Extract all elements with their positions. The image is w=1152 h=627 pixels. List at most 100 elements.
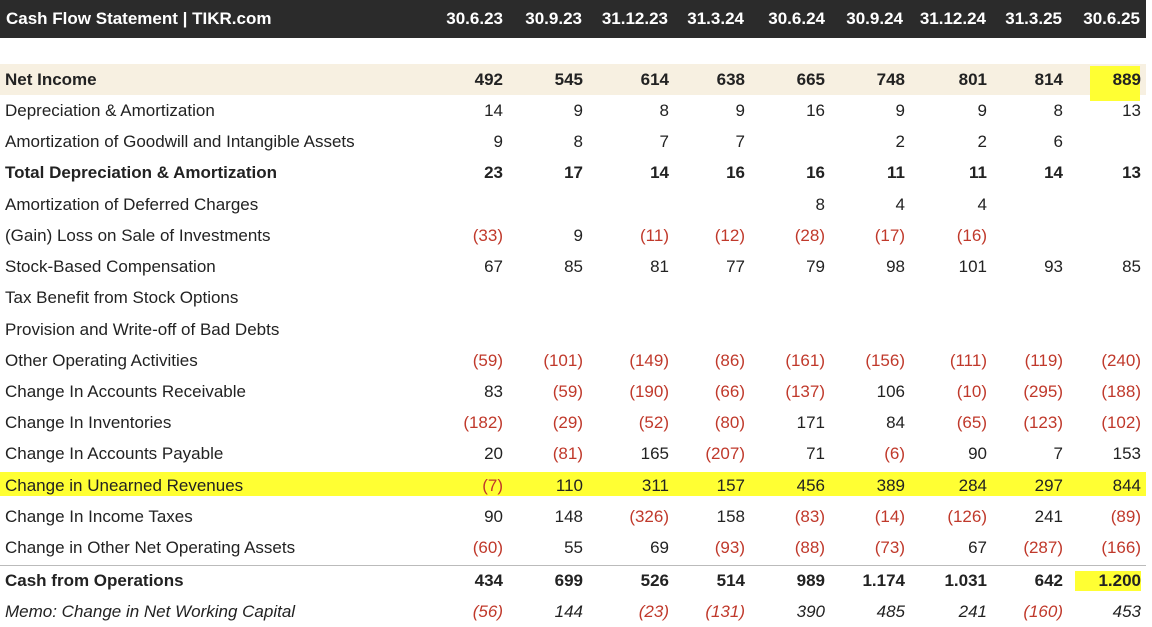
total-divider xyxy=(0,565,1146,566)
value-cell: (65) xyxy=(956,413,987,432)
value-cell: (11) xyxy=(640,226,669,245)
table-row: Memo: Change in Net Working Capital (56) 1… xyxy=(0,596,1146,627)
table-row: Total Depreciation & Amortization 23 17 14 1… xyxy=(0,157,1146,188)
value-cell: (287) xyxy=(1023,538,1063,557)
value-cell: (7) xyxy=(482,476,503,495)
value-cell: 7 xyxy=(1053,444,1063,463)
value-cell: (149) xyxy=(629,351,669,370)
value-cell: 1.031 xyxy=(944,571,987,590)
value-cell: 79 xyxy=(806,257,825,276)
value-cell: 889 xyxy=(1112,70,1141,89)
table-row: Change in Other Net Operating Assets (60)… xyxy=(0,532,1146,563)
value-cell: 311 xyxy=(641,476,669,495)
table-row: Cash from Operations 434 699 526 514 989 1.174… xyxy=(0,565,1146,596)
value-cell: (89) xyxy=(1110,507,1141,526)
value-cell: 14 xyxy=(484,101,503,120)
row-label: Stock-Based Compensation xyxy=(5,257,216,276)
value-cell: 93 xyxy=(1044,257,1063,276)
value-cell: (86) xyxy=(714,351,745,370)
period-header: 31.12.23 xyxy=(601,9,668,28)
value-cell: 514 xyxy=(716,571,745,590)
row-label: (Gain) Loss on Sale of Investments xyxy=(5,226,271,245)
value-cell: (80) xyxy=(714,413,745,432)
period-header: 30.6.23 xyxy=(446,9,503,28)
table-row: Stock-Based Compensation 67 85 81 77 79 98 101 9… xyxy=(0,251,1146,282)
value-cell: (188) xyxy=(1101,382,1141,401)
value-cell: 614 xyxy=(640,70,669,89)
value-cell: 90 xyxy=(968,444,987,463)
table-row: Amortization of Deferred Charges 8 4 4 xyxy=(0,189,1146,220)
value-cell: 16 xyxy=(806,101,825,120)
value-cell: 638 xyxy=(716,70,745,89)
value-cell: 11 xyxy=(969,163,987,182)
value-cell: 748 xyxy=(876,70,905,89)
value-cell: 14 xyxy=(650,163,669,182)
value-cell: 98 xyxy=(886,257,905,276)
table-row: Depreciation & Amortization 14 9 8 9 16 9 9 8 13 xyxy=(0,95,1146,126)
value-cell: 83 xyxy=(484,382,503,401)
table-row: Change In Accounts Payable 20 (81) 165 (207)… xyxy=(0,438,1146,469)
value-cell: 241 xyxy=(958,602,987,621)
value-cell: 153 xyxy=(1112,444,1141,463)
value-cell: (93) xyxy=(714,538,745,557)
value-cell: 2 xyxy=(977,132,987,151)
value-cell: 6 xyxy=(1053,132,1063,151)
value-cell: 389 xyxy=(876,476,905,495)
period-header: 31.3.24 xyxy=(687,9,744,28)
value-cell: 9 xyxy=(977,101,987,120)
row-label: Depreciation & Amortization xyxy=(5,101,215,120)
value-cell: 9 xyxy=(573,101,583,120)
value-cell: 157 xyxy=(716,476,745,495)
row-label: Change In Accounts Receivable xyxy=(5,382,246,401)
value-cell: (14) xyxy=(874,507,905,526)
value-cell: 453 xyxy=(1112,602,1141,621)
value-cell: 8 xyxy=(573,132,583,151)
value-cell: 9 xyxy=(895,101,905,120)
value-cell: 11 xyxy=(887,163,905,182)
value-cell: 144 xyxy=(554,602,583,621)
row-label: Tax Benefit from Stock Options xyxy=(5,288,239,307)
value-cell: (295) xyxy=(1023,382,1063,401)
value-cell: 434 xyxy=(474,571,503,590)
row-label: Other Operating Activities xyxy=(5,351,198,370)
value-cell: 165 xyxy=(640,444,669,463)
value-cell: (60) xyxy=(472,538,503,557)
row-label: Change In Inventories xyxy=(5,413,172,432)
value-cell: 2 xyxy=(895,132,905,151)
value-cell: 106 xyxy=(876,382,905,401)
value-cell: 158 xyxy=(716,507,745,526)
value-cell: (17) xyxy=(874,226,905,245)
value-cell: 665 xyxy=(796,70,825,89)
value-cell: 171 xyxy=(796,413,825,432)
value-cell: (161) xyxy=(785,351,825,370)
value-cell: 77 xyxy=(726,257,745,276)
value-cell: 71 xyxy=(806,444,825,463)
value-cell: 241 xyxy=(1034,507,1063,526)
value-cell: (29) xyxy=(552,413,583,432)
value-cell: (12) xyxy=(714,226,745,245)
value-cell: 85 xyxy=(564,257,583,276)
value-cell: (166) xyxy=(1101,538,1141,557)
period-header: 30.9.23 xyxy=(525,9,582,28)
value-cell: 110 xyxy=(555,476,583,495)
value-cell: 69 xyxy=(650,538,669,557)
table-header: Cash Flow Statement | TIKR.com 30.6.23 3… xyxy=(0,0,1146,38)
period-header: 30.9.24 xyxy=(846,9,903,28)
value-cell: 8 xyxy=(659,101,669,120)
value-cell: 81 xyxy=(650,257,669,276)
value-cell: (160) xyxy=(1023,602,1063,621)
row-label: Cash from Operations xyxy=(5,571,184,590)
value-cell: 390 xyxy=(796,602,825,621)
value-cell: 101 xyxy=(958,257,987,276)
value-cell: 545 xyxy=(554,70,583,89)
value-cell: 7 xyxy=(659,132,669,151)
value-cell: (83) xyxy=(794,507,825,526)
value-cell: 67 xyxy=(968,538,987,557)
value-cell: 814 xyxy=(1034,70,1063,89)
value-cell: 55 xyxy=(564,538,583,557)
value-cell: (88) xyxy=(794,538,825,557)
row-label: Change in Unearned Revenues xyxy=(5,476,244,495)
value-cell: 456 xyxy=(796,476,825,495)
value-cell: 148 xyxy=(554,507,583,526)
period-header: 31.12.24 xyxy=(919,9,986,28)
